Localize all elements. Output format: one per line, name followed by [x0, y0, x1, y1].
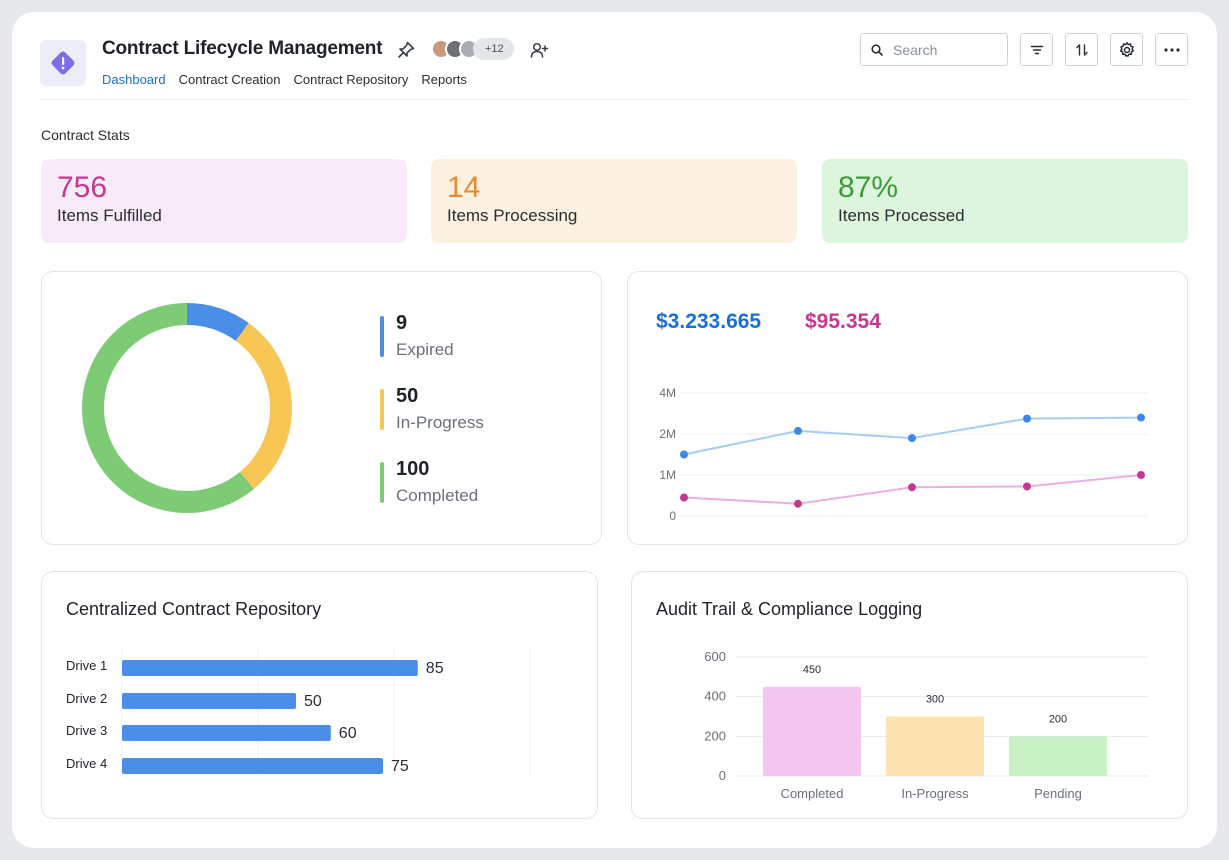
stat-card-fulfilled: 756 Items Fulfilled — [41, 159, 407, 243]
category-label: Drive 4 — [66, 756, 107, 771]
stat-card-processed: 87% Items Processed — [822, 159, 1188, 243]
legend-color-bar — [380, 389, 384, 430]
more-members-badge: +12 — [473, 38, 514, 60]
sort-button[interactable] — [1065, 33, 1098, 66]
audit-card: Audit Trail & Compliance Logging 0 200 400… — [631, 571, 1188, 819]
legend-label: Expired — [396, 340, 454, 359]
category-label: Drive 3 — [66, 723, 107, 738]
bar — [122, 725, 331, 741]
category-label: Drive 2 — [66, 691, 107, 706]
legend-value: 9 — [396, 312, 408, 334]
stat-card-processing: 14 Items Processing — [431, 159, 797, 243]
stat-value: 756 — [57, 171, 108, 204]
total-value-secondary: $95.354 — [805, 310, 881, 333]
legend-label: Completed — [396, 486, 479, 505]
category-label: In-Progress — [901, 786, 969, 801]
y-tick-label: 600 — [704, 649, 726, 664]
legend-label: In-Progress — [396, 413, 484, 432]
legend-color-bar — [380, 316, 384, 357]
more-icon — [1163, 47, 1180, 52]
app-window: Contract Lifecycle Management +12 Dashbo… — [12, 12, 1217, 848]
more-button[interactable] — [1155, 33, 1188, 66]
bar — [122, 693, 296, 709]
bar-value-label: 75 — [391, 758, 409, 775]
category-label: Pending — [1034, 786, 1082, 801]
repository-card: Centralized Contract Repository Drive 1 8… — [41, 571, 598, 819]
tab-reports[interactable]: Reports — [421, 72, 467, 87]
tab-dashboard[interactable]: Dashboard — [102, 72, 166, 87]
bar — [886, 716, 984, 776]
bar — [122, 660, 418, 676]
legend-value: 100 — [396, 458, 430, 480]
bar-value-label: 450 — [803, 664, 821, 676]
bar-value-label: 300 — [926, 694, 944, 706]
add-user-icon[interactable] — [528, 39, 550, 61]
data-point — [1023, 414, 1031, 423]
header-divider — [40, 99, 1188, 100]
bar — [122, 758, 383, 774]
section-title: Contract Stats — [41, 127, 130, 143]
revenue-line-card: $3.233.665 $95.354 0 1M 2M 4M — [627, 271, 1188, 545]
card-title: Centralized Contract Repository — [66, 599, 322, 619]
y-tick-label: 200 — [704, 728, 726, 743]
data-point — [908, 483, 916, 492]
bar-value-label: 200 — [1049, 713, 1067, 725]
page-title: Contract Lifecycle Management — [102, 38, 383, 59]
y-tick-label: 400 — [704, 689, 726, 704]
stat-value: 87% — [838, 171, 899, 204]
horizontal-bar-chart: Drive 1 85 Drive 2 50 Drive 3 60 Drive 4 75 — [66, 647, 531, 777]
y-tick-label: 0 — [669, 509, 676, 523]
stat-label: Items Processing — [447, 206, 578, 225]
donut-chart — [82, 303, 292, 513]
member-avatars[interactable]: +12 — [431, 38, 514, 60]
data-point — [680, 450, 688, 459]
category-label: Completed — [781, 786, 844, 801]
search-input[interactable]: Search — [860, 33, 1008, 66]
y-tick-label: 0 — [719, 768, 726, 783]
stat-value: 14 — [447, 171, 481, 204]
filter-button[interactable] — [1020, 33, 1053, 66]
data-point — [1023, 482, 1031, 491]
total-value-primary: $3.233.665 — [656, 310, 762, 333]
y-tick-label: 1M — [659, 468, 676, 482]
vertical-bar-chart: 0 200 400 600 450 Completed 300 In-Progress 200 P… — [704, 649, 1148, 801]
bar-value-label: 50 — [304, 693, 322, 710]
filter-icon — [1030, 45, 1043, 54]
legend-value: 50 — [396, 385, 419, 407]
legend-color-bar — [380, 462, 384, 503]
y-tick-label: 2M — [659, 427, 676, 441]
settings-button[interactable] — [1110, 33, 1143, 66]
y-tick-label: 4M — [659, 386, 676, 400]
settings-icon — [1119, 41, 1134, 57]
search-icon — [871, 43, 883, 56]
sort-icon — [1075, 43, 1088, 56]
card-title: Audit Trail & Compliance Logging — [656, 599, 923, 619]
data-point — [1137, 413, 1145, 422]
data-point — [908, 434, 916, 443]
nav-tabs: Dashboard Contract Creation Contract Rep… — [102, 72, 467, 87]
stat-label: Items Fulfilled — [57, 206, 162, 225]
data-point — [680, 493, 688, 502]
bar — [763, 686, 861, 776]
status-donut-card: 9 Expired 50 In-Progress 100 Completed — [41, 271, 602, 545]
category-label: Drive 1 — [66, 658, 107, 673]
stat-label: Items Processed — [838, 206, 965, 225]
bar — [1009, 736, 1107, 776]
app-logo — [40, 40, 86, 86]
donut-slice — [82, 303, 292, 513]
tab-contract-creation[interactable]: Contract Creation — [178, 72, 281, 87]
search-placeholder: Search — [893, 41, 938, 58]
pin-icon[interactable] — [395, 39, 417, 61]
data-point — [794, 499, 802, 508]
data-point — [794, 426, 802, 435]
donut-slice — [82, 303, 292, 513]
line-chart: 0 1M 2M 4M — [659, 386, 1148, 523]
tab-contract-repository[interactable]: Contract Repository — [293, 72, 409, 87]
data-point — [1137, 471, 1145, 479]
bar-value-label: 85 — [426, 660, 444, 677]
alert-diamond-icon — [51, 51, 75, 75]
bar-value-label: 60 — [339, 725, 357, 742]
